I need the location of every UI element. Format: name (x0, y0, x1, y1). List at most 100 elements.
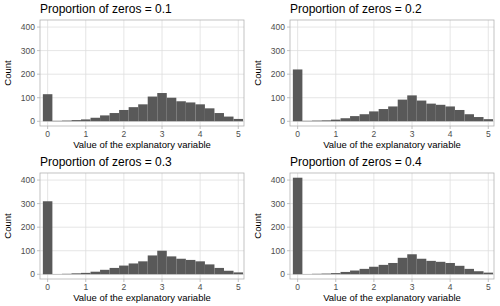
x-tick-label: 2 (372, 282, 377, 292)
bar (464, 114, 474, 121)
tick (37, 250, 40, 251)
tick (37, 50, 40, 51)
bar (224, 271, 234, 275)
bar (43, 201, 53, 274)
x-axis-title: Value of the explanatory variable (73, 292, 211, 303)
bar (398, 258, 408, 274)
tick (37, 97, 40, 98)
bar (369, 267, 379, 275)
plot-frame (290, 20, 494, 126)
x-tick-label: 5 (486, 282, 491, 292)
background (0, 0, 500, 306)
plot-frame (290, 173, 494, 279)
y-tick-label: 100 (21, 246, 35, 256)
tick (287, 227, 290, 228)
bar (398, 100, 408, 122)
bars (43, 201, 243, 274)
bar (321, 120, 331, 122)
plot-background (40, 173, 244, 279)
bar (426, 261, 436, 274)
tick (37, 121, 40, 122)
bar (234, 272, 244, 274)
x-axis-title: Value of the explanatory variable (323, 292, 461, 303)
bar (81, 119, 91, 121)
bar (312, 273, 322, 274)
x-tick-label: 0 (45, 282, 50, 292)
plot-background (40, 20, 244, 126)
panel-title: Proportion of zeros = 0.4 (290, 155, 422, 169)
y-tick-label: 0 (30, 269, 35, 279)
bar (417, 101, 427, 122)
bar (138, 104, 148, 121)
grid-line (373, 20, 374, 126)
x-tick-label: 3 (410, 129, 415, 139)
y-tick-label: 300 (21, 46, 35, 56)
bar (62, 273, 72, 274)
x-tick-label: 5 (236, 282, 241, 292)
bar (331, 273, 341, 274)
bar (62, 120, 72, 122)
bar (71, 273, 81, 275)
x-tick-label: 2 (122, 129, 127, 139)
bar (360, 114, 370, 121)
bar (176, 101, 186, 121)
bar (138, 261, 148, 274)
y-tick-label: 100 (271, 246, 285, 256)
bar (350, 116, 360, 121)
plot-background (290, 20, 494, 126)
bar (388, 106, 398, 121)
x-tick-label: 5 (236, 129, 241, 139)
bar (157, 93, 167, 121)
bar (167, 256, 177, 274)
bar (100, 270, 110, 274)
panel-title: Proportion of zeros = 0.2 (290, 2, 422, 16)
y-tick-label: 100 (21, 93, 35, 103)
bar (436, 105, 446, 121)
bar (388, 263, 398, 274)
bar (176, 259, 186, 275)
bar (129, 107, 139, 121)
grid-line (40, 227, 244, 228)
tick (37, 180, 40, 181)
grid-line (290, 180, 494, 181)
tick (37, 274, 40, 275)
bar (474, 117, 484, 121)
grid-line (290, 97, 494, 98)
panel: 0100200300400012345Proportion of zeros =… (252, 2, 494, 150)
y-tick-label: 400 (21, 22, 35, 32)
panel: 0100200300400012345Proportion of zeros =… (2, 155, 244, 303)
bar (148, 97, 158, 122)
grid-line (335, 20, 336, 126)
bar (474, 271, 484, 274)
bar (293, 69, 303, 121)
grid-line (40, 27, 244, 28)
bar (148, 255, 158, 274)
y-tick-label: 100 (271, 93, 285, 103)
panel: 0100200300400012345Proportion of zeros =… (252, 155, 494, 303)
bar (464, 269, 474, 274)
bar (167, 98, 177, 122)
bar (341, 272, 351, 274)
x-tick-label: 4 (198, 129, 203, 139)
y-axis-title: Count (252, 213, 263, 239)
y-tick-label: 300 (271, 46, 285, 56)
y-tick-label: 200 (21, 222, 35, 232)
y-tick-label: 300 (271, 199, 285, 209)
y-tick-label: 0 (280, 116, 285, 126)
x-tick-label: 1 (333, 282, 338, 292)
x-tick-label: 3 (160, 282, 165, 292)
bar (119, 266, 129, 275)
x-tick-label: 3 (410, 282, 415, 292)
x-tick-label: 0 (295, 282, 300, 292)
bar (302, 120, 312, 121)
bar (436, 262, 446, 274)
bar (119, 110, 129, 121)
x-tick-label: 3 (160, 129, 165, 139)
y-tick-label: 400 (271, 22, 285, 32)
bar (52, 120, 62, 121)
tick (37, 203, 40, 204)
x-tick-label: 4 (198, 282, 203, 292)
grid-line (335, 173, 336, 279)
grid-line (238, 20, 239, 126)
x-tick-label: 2 (122, 282, 127, 292)
